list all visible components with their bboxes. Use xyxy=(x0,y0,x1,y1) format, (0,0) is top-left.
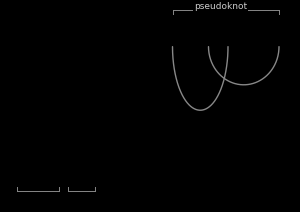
Text: pseudoknot: pseudoknot xyxy=(194,2,247,11)
